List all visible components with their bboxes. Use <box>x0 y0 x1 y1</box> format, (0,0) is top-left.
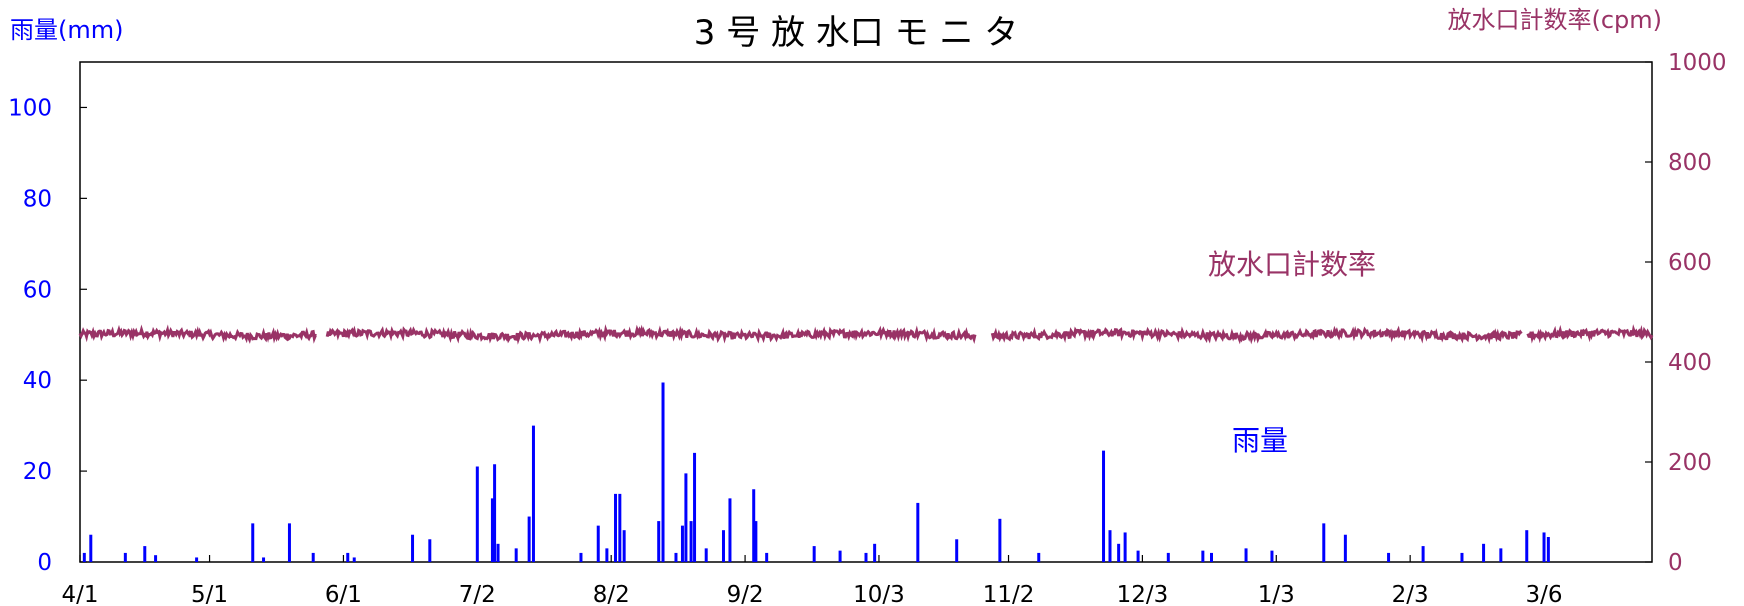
right-tick-label: 0 <box>1668 550 1683 576</box>
rainfall-series <box>82 382 1550 562</box>
left-tick-label: 100 <box>8 95 52 121</box>
x-tick-label: 3/6 <box>1526 582 1563 606</box>
right-tick-label: 1000 <box>1668 50 1727 76</box>
x-tick-label: 4/1 <box>61 582 98 606</box>
x-tick-label: 9/2 <box>727 582 764 606</box>
x-tick-label: 1/3 <box>1258 582 1295 606</box>
right-tick-label: 600 <box>1668 250 1712 276</box>
x-tick-label: 7/2 <box>459 582 496 606</box>
left-tick-label: 0 <box>37 550 52 576</box>
right-tick-label: 800 <box>1668 150 1712 176</box>
right-tick-label: 200 <box>1668 450 1712 476</box>
rainfall-label: 雨量 <box>1232 424 1288 457</box>
left-axis: 0 20 40 60 80 100 <box>8 95 87 576</box>
left-tick-label: 60 <box>23 277 52 303</box>
count-rate-line <box>78 324 317 344</box>
left-axis-title: 雨量(mm) <box>10 16 123 44</box>
x-axis: 4/1 5/1 6/1 7/2 8/2 9/2 10/3 11/2 12/3 1/3 2/3 3/6 <box>61 555 1563 606</box>
x-tick-label: 5/1 <box>191 582 228 606</box>
left-tick-label: 20 <box>23 459 52 485</box>
right-axis-title: 放水口計数率(cpm) <box>1447 6 1662 34</box>
left-tick-label: 80 <box>23 186 52 212</box>
x-tick-label: 11/2 <box>983 582 1035 606</box>
x-tick-label: 6/1 <box>325 582 362 606</box>
left-tick-label: 40 <box>23 368 52 394</box>
x-tick-label: 2/3 <box>1392 582 1429 606</box>
x-tick-label: 12/3 <box>1117 582 1169 606</box>
count-rate-line <box>990 325 1523 345</box>
right-axis: 0 200 400 600 800 1000 <box>1645 50 1727 576</box>
count-rate-label: 放水口計数率 <box>1208 248 1376 281</box>
chart-title: 3 号 放 水口 モ ニ タ <box>694 13 1018 53</box>
count-rate-series <box>78 324 1654 345</box>
right-tick-label: 400 <box>1668 350 1712 376</box>
count-rate-line <box>1526 324 1654 344</box>
plot-area <box>79 61 1653 563</box>
x-tick-label: 10/3 <box>853 582 905 606</box>
count-rate-line <box>325 324 977 345</box>
x-tick-label: 8/2 <box>593 582 630 606</box>
